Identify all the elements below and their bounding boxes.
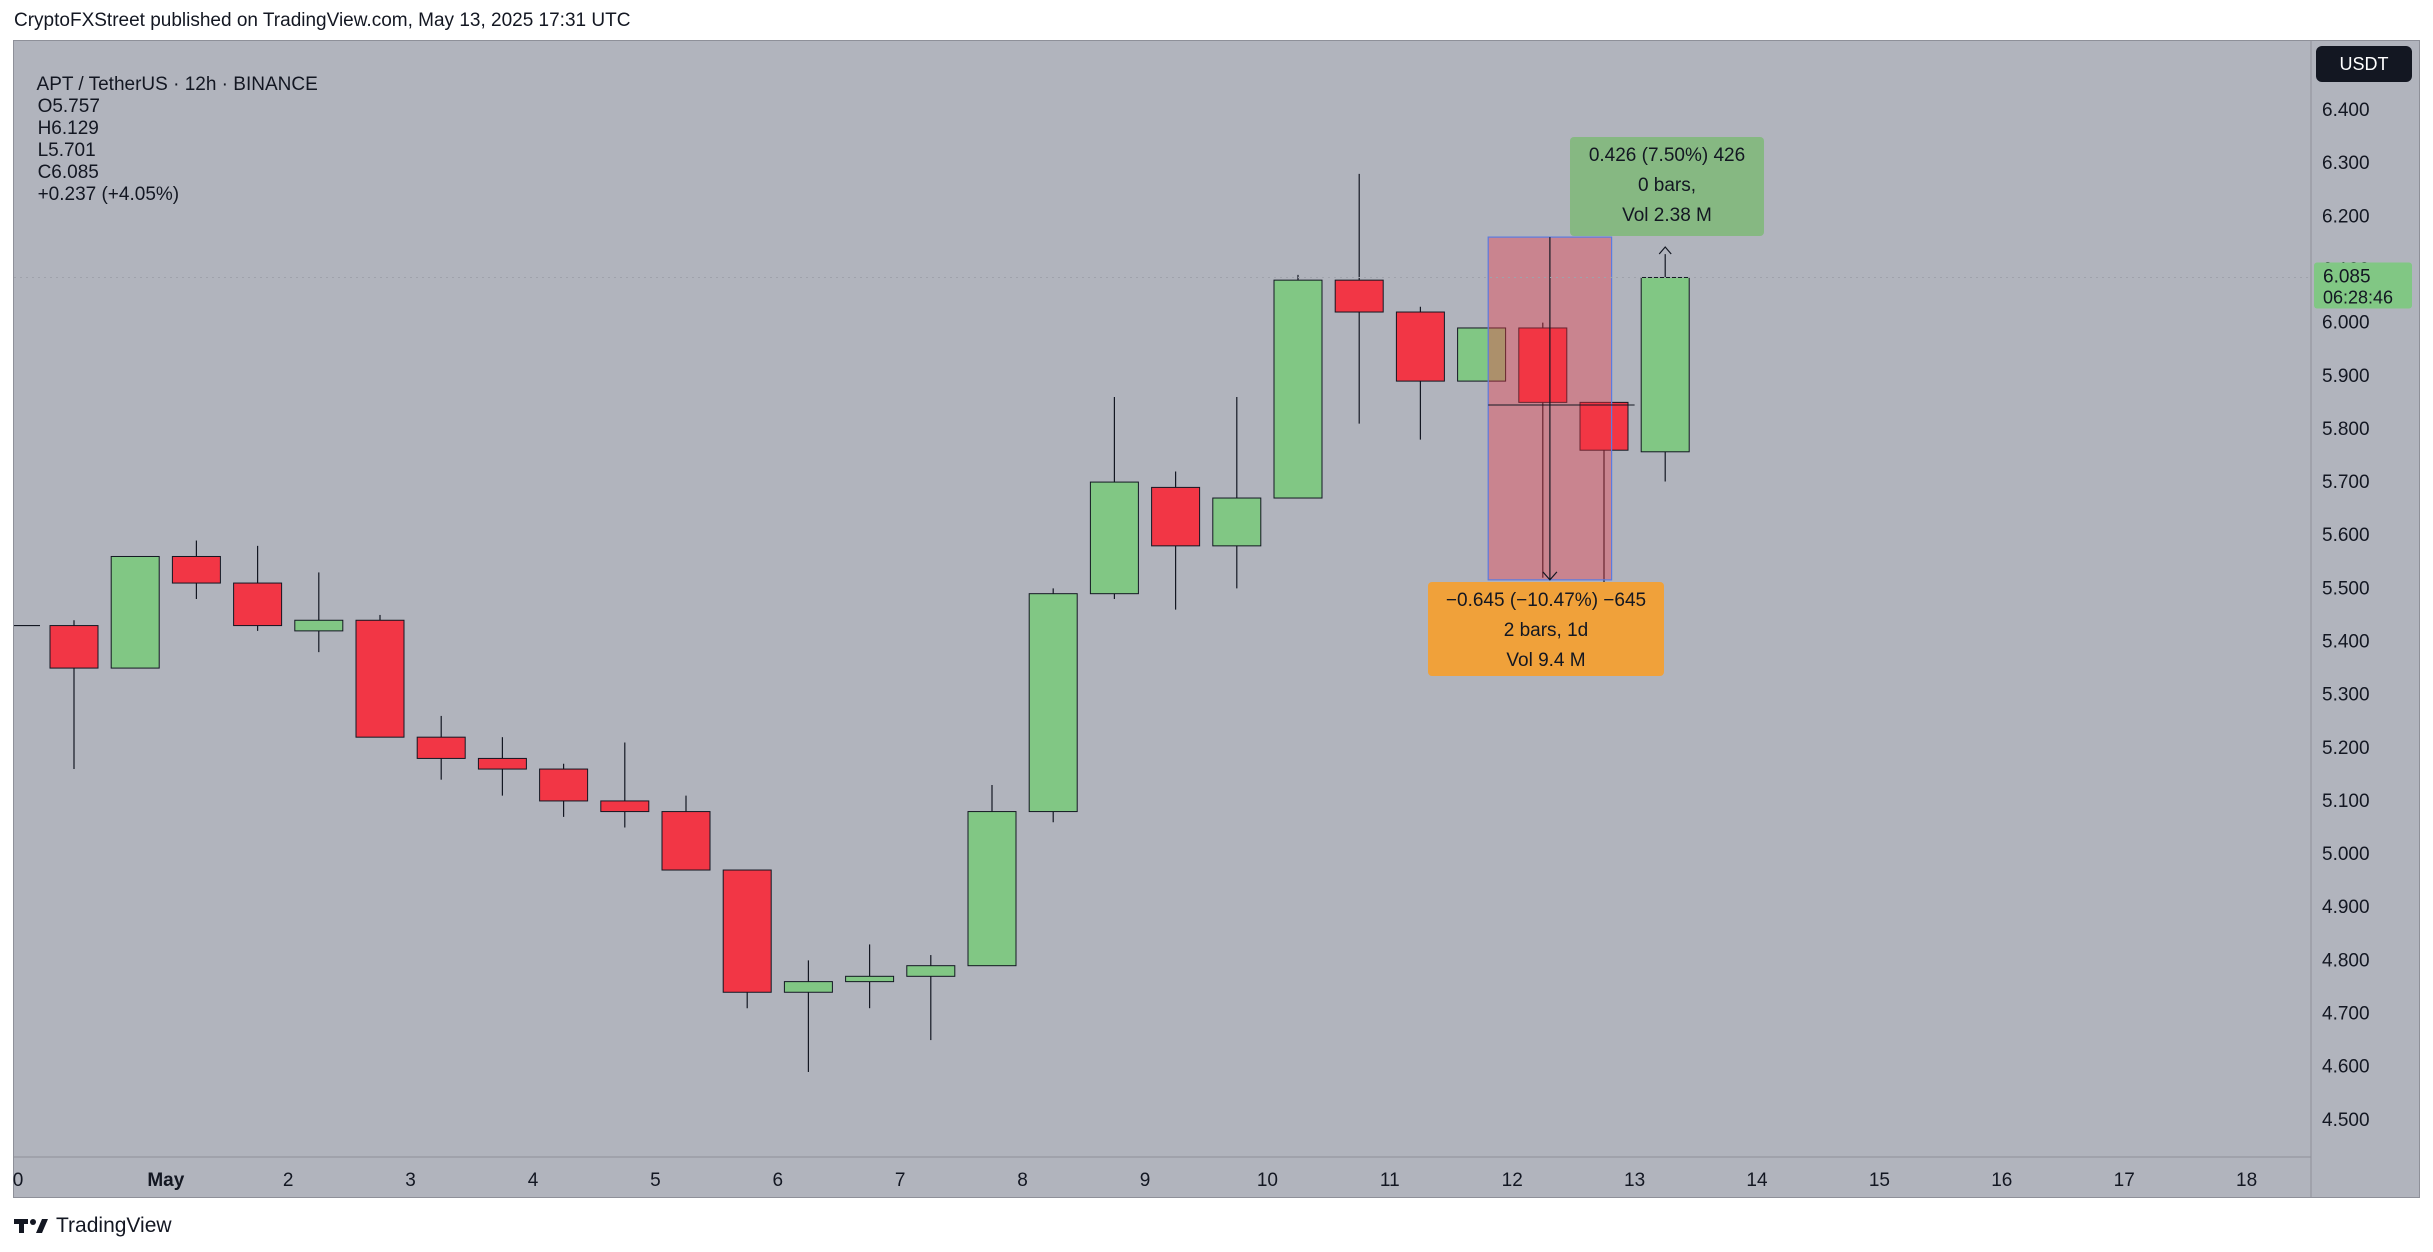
footer-branding[interactable]: TradingView xyxy=(14,1214,172,1238)
candle-down xyxy=(1395,311,1445,382)
time-tick-label: 2 xyxy=(283,1170,294,1191)
candle-down xyxy=(539,768,589,802)
candle-down xyxy=(661,811,711,871)
candle-down xyxy=(722,869,772,993)
symbol-legend: APT / TetherUS · 12h · BINANCE O5.757 H6… xyxy=(27,52,328,206)
time-tick-label: 13 xyxy=(1624,1170,1645,1191)
published-header: CryptoFXStreet published on TradingView.… xyxy=(14,10,631,31)
candle-down xyxy=(477,757,527,770)
price-tick-label: 6.400 xyxy=(2322,100,2370,121)
price-tick-label: 6.300 xyxy=(2322,153,2370,174)
candle-up xyxy=(1089,481,1139,595)
tradingview-logo-icon xyxy=(14,1215,48,1237)
price-tick-label: 5.200 xyxy=(2322,738,2370,759)
price-tick-label: 5.600 xyxy=(2322,525,2370,546)
current-price-text: 6.085 xyxy=(2323,266,2371,287)
candle-down xyxy=(233,582,283,627)
footer-brand-text: TradingView xyxy=(56,1214,172,1237)
price-tick-label: 5.800 xyxy=(2322,419,2370,440)
measure-up-line3: Vol 2.38 M xyxy=(1622,205,1712,226)
price-tick-label: 5.100 xyxy=(2322,791,2370,812)
measure-up-label xyxy=(1570,137,1764,236)
price-axis[interactable]: 4.500 4.600 4.700 4.800 4.900 5.000 5.100 5.200… xyxy=(2322,100,2370,1131)
time-tick-label: 10 xyxy=(1257,1170,1278,1191)
time-tick-label: 7 xyxy=(895,1170,906,1191)
time-tick-label: 12 xyxy=(1502,1170,1523,1191)
price-tick-label: 4.600 xyxy=(2322,1057,2370,1078)
candle-down xyxy=(1579,401,1629,451)
ohlc-close: C6.085 xyxy=(37,162,99,183)
time-tick-label: 11 xyxy=(1380,1170,1400,1191)
candle-up xyxy=(1028,593,1078,813)
price-tick-label: 5.700 xyxy=(2322,472,2370,493)
candle-up xyxy=(294,619,344,632)
ohlc-open: O5.757 xyxy=(37,96,100,117)
candle-down xyxy=(416,736,466,759)
measure-up-line1: 0.426 (7.50%) 426 xyxy=(1589,145,1745,166)
measure-down-line2: 2 bars, 1d xyxy=(1504,620,1589,641)
ohlc-change: +0.237 (+4.05%) xyxy=(37,184,180,205)
candle-up xyxy=(1212,497,1262,547)
candle-up xyxy=(906,965,956,977)
price-tick-label: 5.900 xyxy=(2322,366,2370,387)
price-tick-label: 4.900 xyxy=(2322,897,2370,918)
measure-up-arrow-head xyxy=(1658,246,1672,255)
candle-down xyxy=(49,625,99,669)
price-tick-label: 5.400 xyxy=(2322,632,2370,653)
price-tick-label: 6.200 xyxy=(2322,206,2370,227)
time-tick-label: 18 xyxy=(2236,1170,2257,1191)
candle-up xyxy=(967,811,1017,967)
candle-down xyxy=(600,800,650,813)
time-tick-label: 5 xyxy=(650,1170,661,1191)
time-tick-label: 9 xyxy=(1140,1170,1151,1191)
chart-frame[interactable] xyxy=(13,40,2420,1198)
measure-down-line3: Vol 9.4 M xyxy=(1506,650,1585,671)
price-tick-label: 6.000 xyxy=(2322,313,2370,334)
candle-up xyxy=(783,981,833,993)
price-tick-label: 5.000 xyxy=(2322,844,2370,865)
price-tick-label: 4.800 xyxy=(2322,950,2370,971)
measure-arrow-head xyxy=(1542,571,1558,581)
time-tick-label: May xyxy=(147,1170,184,1191)
time-tick-label: 8 xyxy=(1017,1170,1028,1191)
ohlc-low: L5.701 xyxy=(37,140,96,161)
measure-down-line1: −0.645 (−10.47%) −645 xyxy=(1446,590,1646,611)
candle-up xyxy=(1273,279,1323,499)
time-tick-label: 17 xyxy=(2114,1170,2135,1191)
measure-down-label xyxy=(1428,582,1664,676)
time-tick-label: 6 xyxy=(773,1170,784,1191)
candle-up xyxy=(845,975,895,983)
ohlc-high: H6.129 xyxy=(37,118,99,139)
price-tick-label: 4.500 xyxy=(2322,1110,2370,1131)
time-tick-label: 16 xyxy=(1991,1170,2012,1191)
symbol-name[interactable]: APT / TetherUS · 12h · BINANCE xyxy=(36,74,318,95)
candle-down xyxy=(1518,327,1568,403)
candle-down xyxy=(355,619,405,738)
candle-down xyxy=(1334,279,1384,313)
time-tick-label: 15 xyxy=(1869,1170,1890,1191)
time-tick-label: 3 xyxy=(405,1170,416,1191)
current-price-tag xyxy=(2314,262,2412,309)
candle-down xyxy=(171,555,221,584)
candle-up xyxy=(110,555,160,669)
currency-button[interactable]: USDT xyxy=(2316,46,2412,82)
bar-countdown-text: 06:28:46 xyxy=(2323,287,2393,307)
price-tick-label: 5.300 xyxy=(2322,685,2370,706)
candles-layer xyxy=(14,173,1690,1072)
candle-down xyxy=(1151,486,1201,547)
candle-up xyxy=(1457,327,1507,382)
time-axis[interactable]: 0 May 2 3 4 5 6 7 8 9 10 11 12 13 14 15 16 17 18 xyxy=(13,1170,2257,1191)
candle-up xyxy=(1640,276,1690,453)
time-tick-label: 0 xyxy=(13,1170,24,1191)
time-tick-label: 4 xyxy=(528,1170,539,1191)
time-tick-label: 14 xyxy=(1746,1170,1768,1191)
measure-tool-layer: −0.645 (−10.47%) −645 2 bars, 1d Vol 9.4 M… xyxy=(14,137,2412,676)
measure-up-line2: 0 bars, xyxy=(1638,175,1696,196)
price-tick-label: 5.500 xyxy=(2322,578,2370,599)
price-tick-label: 4.700 xyxy=(2322,1004,2370,1025)
